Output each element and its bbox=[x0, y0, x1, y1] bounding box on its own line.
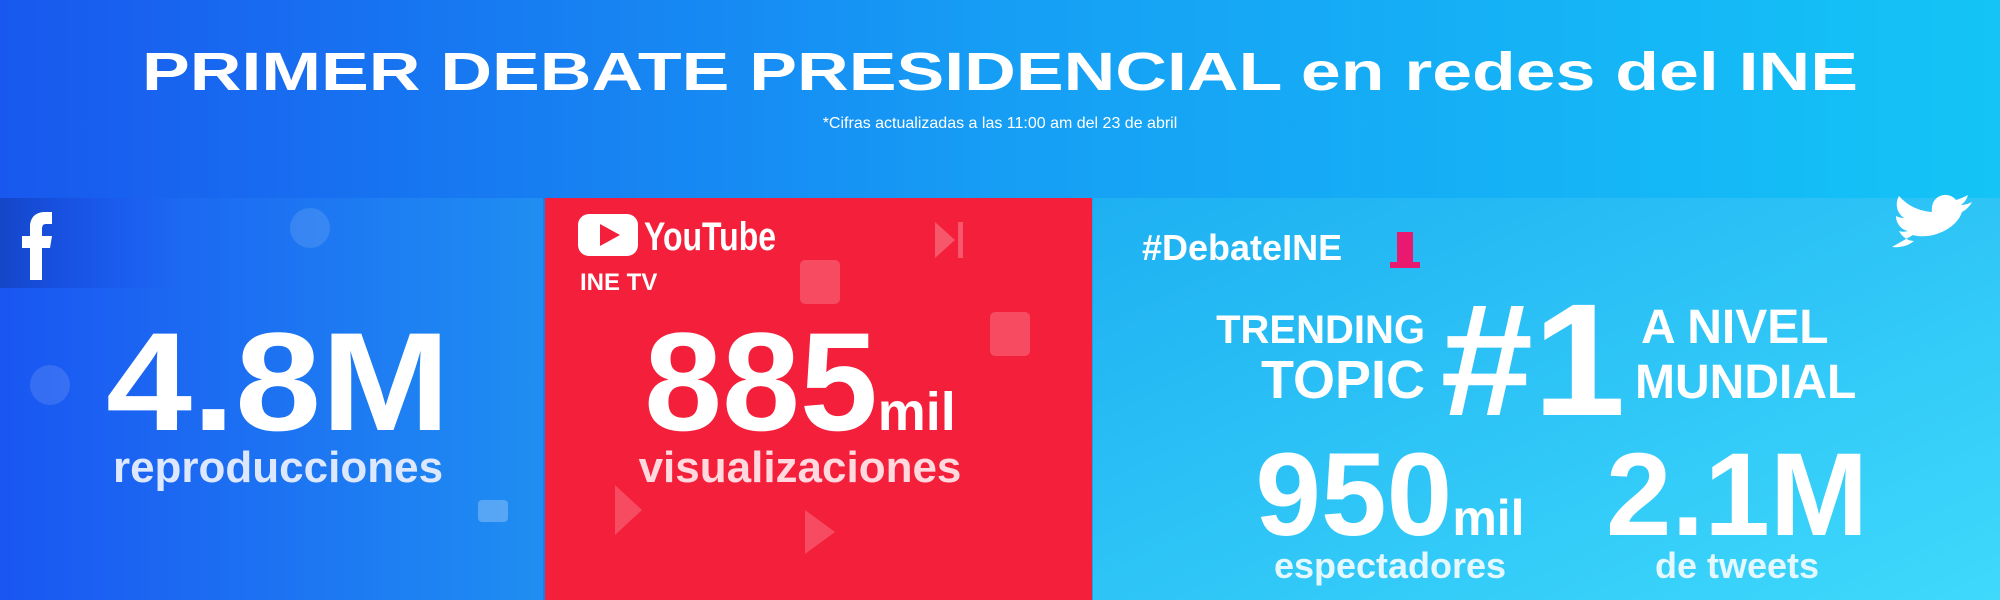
facebook-icon bbox=[22, 212, 52, 280]
trending-rank: #1 bbox=[1441, 270, 1626, 449]
youtube-number: 885 bbox=[644, 303, 878, 460]
decor bbox=[478, 500, 508, 522]
spectators-label: espectadores bbox=[1274, 545, 1506, 586]
youtube-play bbox=[600, 224, 620, 246]
spectators-value: 950mil bbox=[1255, 429, 1524, 561]
twitter-hashtag: #DebateINE bbox=[1142, 227, 1342, 268]
facebook-label: reproducciones bbox=[113, 443, 443, 492]
decor bbox=[30, 365, 70, 405]
twitter-icon bbox=[1892, 194, 1972, 248]
youtube-channel: INE TV bbox=[580, 269, 657, 296]
youtube-logo: YouTube bbox=[644, 215, 776, 259]
scope-line: A NIVEL bbox=[1641, 301, 1829, 354]
note: *Cifras actualizadas a las 11:00 am del … bbox=[823, 115, 1178, 132]
decor bbox=[990, 312, 1030, 356]
youtube-unit: mil bbox=[878, 382, 956, 442]
spectators-number: 950 bbox=[1255, 429, 1452, 561]
scope-line: MUNDIAL bbox=[1635, 356, 1856, 409]
twitter-panel bbox=[1093, 198, 2000, 600]
hashtag-emoji bbox=[1390, 232, 1420, 268]
youtube-label: visualizaciones bbox=[639, 443, 962, 492]
decor bbox=[615, 485, 835, 554]
title: PRIMER DEBATE PRESIDENCIAL en redes del … bbox=[142, 42, 1858, 102]
decor bbox=[800, 260, 840, 304]
trending-line: TOPIC bbox=[1261, 350, 1425, 410]
decor bbox=[935, 222, 963, 258]
youtube-panel bbox=[545, 198, 1092, 600]
spectators-unit: mil bbox=[1452, 490, 1524, 546]
trending-line: TRENDING bbox=[1216, 308, 1425, 352]
tweets-label: de tweets bbox=[1655, 545, 1819, 586]
decor bbox=[290, 208, 330, 248]
tweets-value: 2.1M bbox=[1606, 429, 1868, 561]
youtube-value: 885mil bbox=[644, 303, 956, 460]
facebook-value: 4.8M bbox=[106, 303, 450, 460]
